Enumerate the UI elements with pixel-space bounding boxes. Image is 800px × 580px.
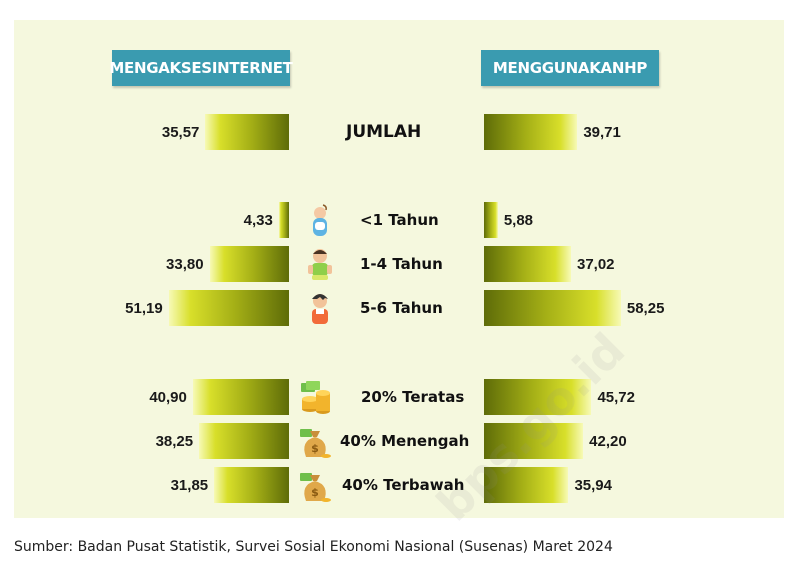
category-label: 20% Teratas — [361, 388, 465, 406]
bar-internet — [278, 202, 289, 238]
data-label-internet: 40,90 — [149, 388, 187, 406]
source-note: Sumber: Badan Pusat Statistik, Survei So… — [14, 539, 613, 555]
category-label: JUMLAH — [346, 122, 422, 142]
chart-panel — [14, 20, 784, 518]
category-label: 5-6 Tahun — [360, 299, 443, 317]
bar-hp — [484, 290, 621, 326]
bar-hp — [484, 114, 578, 150]
bar-hp — [484, 423, 584, 459]
data-label-internet: 35,57 — [161, 123, 200, 141]
data-label-hp: 37,02 — [576, 255, 615, 273]
category-label: 40% Terbawah — [342, 476, 465, 494]
bar-hp — [484, 246, 571, 282]
money-bag-icon: $ — [298, 423, 332, 459]
svg-text:$: $ — [311, 486, 319, 499]
baby-icon — [303, 202, 337, 238]
bar-internet — [209, 246, 289, 282]
child-icon — [303, 290, 337, 326]
data-label-hp: 35,94 — [574, 476, 612, 494]
toddler-icon — [303, 246, 337, 282]
data-label-internet: 33,80 — [166, 255, 204, 273]
bar-hp — [484, 202, 498, 238]
category-label: <1 Tahun — [360, 211, 439, 229]
data-label-internet: 51,19 — [125, 299, 163, 317]
bar-hp — [484, 467, 569, 503]
series-header-left: MENGAKSESINTERNET — [109, 50, 293, 86]
data-label-hp: 5,88 — [503, 211, 534, 229]
data-label-hp: 58,25 — [626, 299, 665, 317]
bar-internet — [192, 379, 289, 415]
category-label: 40% Menengah — [340, 432, 470, 450]
coins-icon — [298, 379, 332, 415]
data-label-hp: 42,20 — [589, 432, 627, 450]
data-label-internet: 38,25 — [155, 432, 194, 450]
bar-internet — [199, 423, 289, 459]
svg-text:$: $ — [311, 442, 319, 455]
series-header-right: MENGGUNAKANHP — [481, 50, 659, 86]
data-label-hp: 45,72 — [597, 388, 635, 406]
category-label: 1-4 Tahun — [360, 255, 443, 273]
money-bag-icon: $ — [298, 467, 332, 503]
data-label-internet: 4,33 — [243, 211, 273, 229]
bar-internet — [205, 114, 289, 150]
data-label-internet: 31,85 — [170, 476, 209, 494]
bar-internet — [168, 290, 289, 326]
data-label-hp: 39,71 — [583, 123, 621, 141]
bar-hp — [484, 379, 592, 415]
bar-internet — [214, 467, 289, 503]
